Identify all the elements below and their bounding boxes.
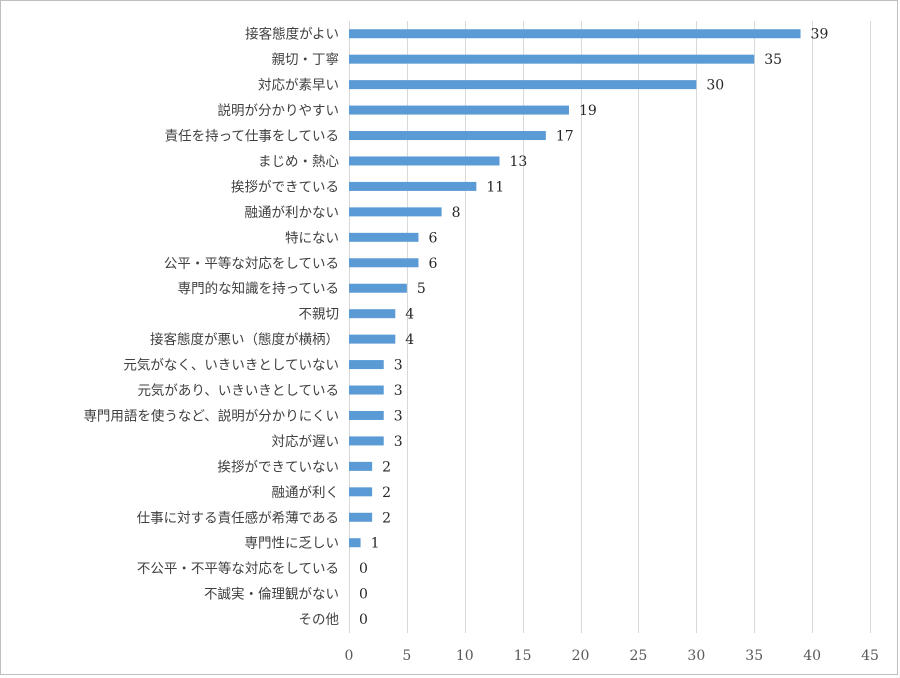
data-label: 19 [579,103,597,119]
bar [349,105,569,115]
data-label: 0 [359,612,368,628]
bar [349,181,477,191]
bar [349,54,755,64]
category-label: 元気がなく、いきいきとしていない [123,358,339,374]
category-label: 接客態度がよい [245,26,339,43]
category-label: 挨拶ができていない [218,459,340,475]
bars [349,29,801,548]
data-label: 11 [486,179,504,195]
category-label: 対応が素早い [258,78,339,94]
bar [349,360,384,370]
x-tick-label: 10 [456,648,474,664]
bar [349,258,419,268]
data-label: 13 [510,154,528,170]
data-label: 3 [394,383,403,399]
data-label: 6 [428,256,437,272]
x-tick-label: 0 [345,648,354,664]
bar [349,29,801,39]
category-label: 専門性に乏しい [245,536,340,552]
category-label: 仕事に対する責任感が希薄である [137,509,339,526]
bar [349,512,373,522]
category-label: 特にない [285,230,339,246]
data-label: 0 [359,561,368,577]
data-label: 2 [382,459,391,475]
category-label: 専門的な知識を持っている [178,280,339,297]
category-label: 挨拶ができている [231,179,339,195]
bar [349,385,384,395]
category-label: 責任を持って仕事をしている [165,129,339,145]
category-label: 元気があり、いきいきとしている [137,383,339,399]
bar [349,207,442,217]
category-label: 公平・平等な対応をしている [164,255,339,272]
category-label: 接客態度が悪い（態度が横柄） [150,331,339,348]
gridlines [349,21,871,633]
x-tick-label: 45 [861,648,879,664]
x-tick-label: 40 [803,648,821,664]
bar [349,131,546,141]
bar [349,309,396,319]
bar [349,487,373,497]
bar [349,461,373,471]
category-label: 不公平・不平等な対応をしている [137,560,339,577]
data-label: 17 [556,129,574,145]
x-tick-label: 30 [687,648,705,664]
x-tick-label: 25 [630,648,648,664]
category-label: 不誠実・倫理観がない [204,586,339,603]
bar [349,232,419,242]
bar [349,436,384,446]
data-label: 30 [706,78,724,94]
bar [349,80,697,90]
data-label: 3 [394,408,403,424]
bar [349,283,407,293]
x-axis-ticks: 0 5 10 15 20 25 30 35 40 45 [345,648,879,664]
x-tick-label: 35 [745,648,763,664]
category-label: 対応が遅い [272,434,340,450]
category-label: 融通が利かない [245,205,340,221]
data-label: 39 [811,27,829,43]
data-label: 2 [382,485,391,501]
data-label: 6 [428,230,437,246]
data-label: 3 [394,358,403,374]
data-label: 35 [764,52,782,68]
category-label: 親切・丁寧 [272,51,340,68]
category-label: まじめ・熱心 [258,154,339,170]
data-label: 8 [452,205,461,221]
data-label: 4 [405,332,414,348]
x-tick-label: 15 [514,648,532,664]
x-tick-label: 5 [402,648,411,664]
bar [349,538,361,548]
data-label: 1 [371,536,380,552]
category-label: 専門用語を使うなど、説明が分かりにくい [83,407,339,424]
category-labels: 接客態度がよい親切・丁寧対応が素早い説明が分かりやすい責任を持って仕事をしている… [83,26,339,628]
bar [349,410,384,420]
data-label: 2 [382,510,391,526]
category-label: その他 [299,612,340,628]
data-label: 3 [394,434,403,450]
category-label: 不親切 [299,307,340,323]
data-label: 5 [417,281,426,297]
data-label: 4 [405,307,414,323]
category-label: 説明が分かりやすい [218,103,340,119]
x-tick-label: 20 [572,648,590,664]
bar [349,156,500,166]
category-label: 融通が利く [272,485,340,501]
bar [349,334,396,344]
data-label: 0 [359,587,368,603]
